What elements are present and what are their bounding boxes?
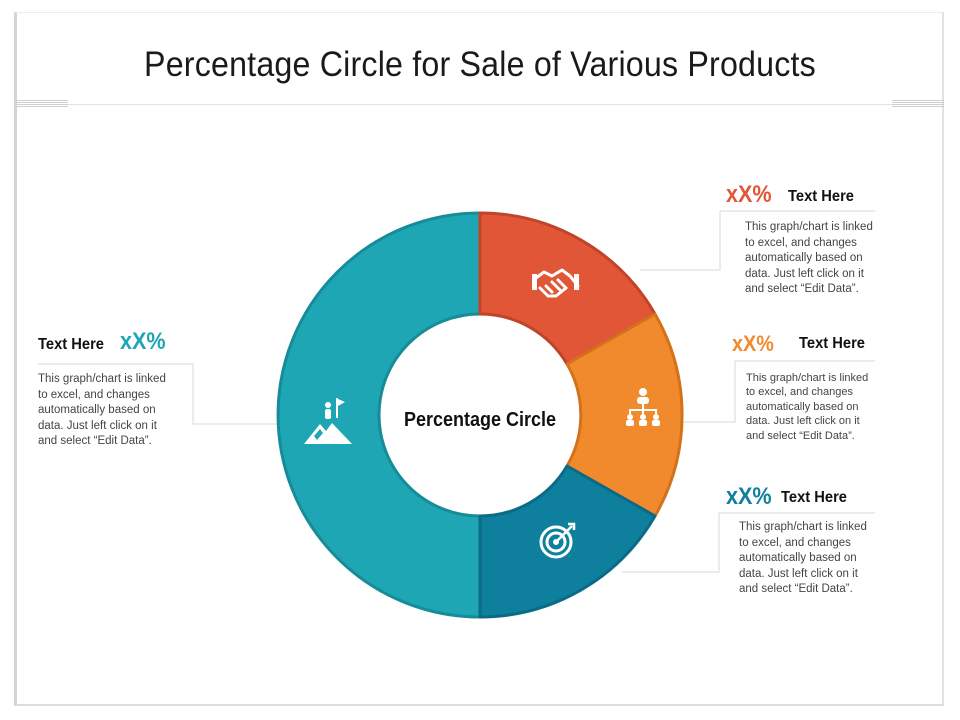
right-mid-callout-body: This graph/chart is linked to excel, and… (746, 372, 869, 442)
connector-left (38, 363, 278, 425)
segment-dark-teal (478, 464, 657, 619)
center-label: Percentage Circle (403, 409, 557, 431)
title-divider (68, 104, 892, 105)
page-title: Percentage Circle for Sale of Various Pr… (144, 45, 816, 84)
left-callout-heading: Text Here (38, 336, 104, 353)
connector-right-bottom (622, 512, 875, 573)
right-top-callout-body: This graph/chart is linked to excel, and… (745, 221, 873, 296)
org-chart-icon (626, 388, 660, 426)
handshake-icon (532, 268, 580, 298)
mountain-flag-icon (304, 398, 352, 444)
right-bottom-callout-percent: xX% (726, 483, 772, 510)
right-bottom-callout-heading: Text Here (781, 489, 847, 506)
divider-accent-right (892, 100, 944, 108)
connector-right-mid (680, 360, 875, 423)
right-top-callout-heading: Text Here (788, 188, 854, 205)
segment-red (478, 211, 657, 366)
right-mid-callout-percent: xX% (732, 331, 774, 356)
left-callout-percent: xX% (120, 328, 166, 355)
segment-orange (565, 312, 684, 518)
divider-accent-left (16, 100, 68, 108)
segment-teal (276, 211, 482, 619)
target-icon (539, 522, 576, 559)
left-callout-body: This graph/chart is linked to excel, and… (38, 373, 166, 448)
connector-right-top (640, 210, 875, 271)
right-top-callout-percent: xX% (726, 181, 772, 208)
right-mid-callout-heading: Text Here (799, 335, 865, 352)
right-bottom-callout-body: This graph/chart is linked to excel, and… (739, 521, 867, 596)
